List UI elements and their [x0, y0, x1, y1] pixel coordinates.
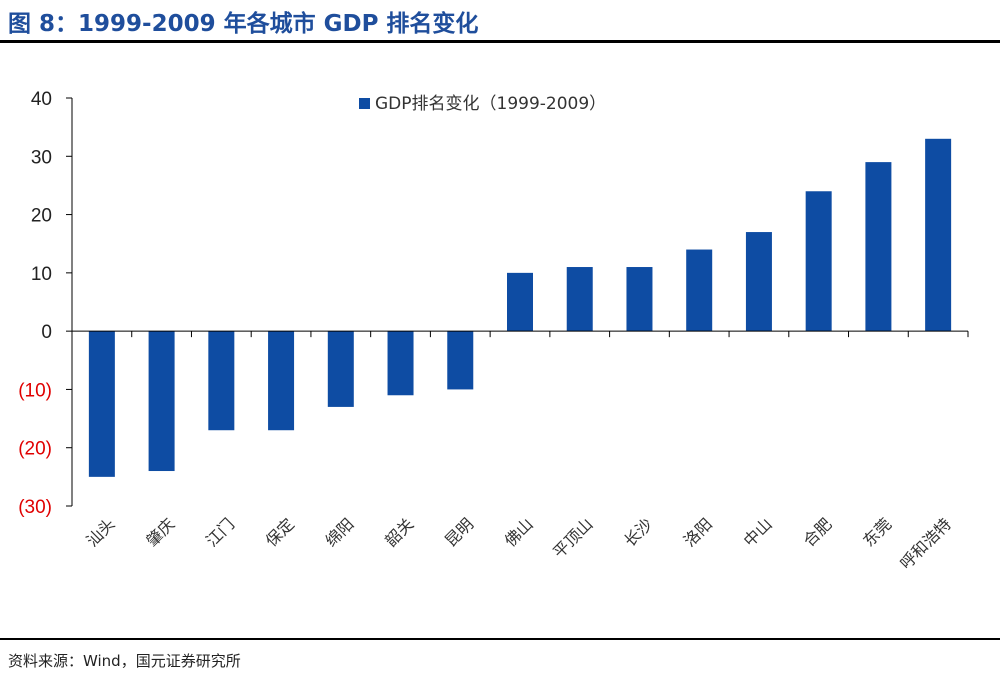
bar — [806, 191, 832, 331]
x-tick-label: 昆明 — [441, 514, 477, 550]
legend-label: GDP排名变化（1999-2009） — [375, 94, 606, 114]
legend-swatch — [359, 98, 370, 109]
bar — [567, 267, 593, 331]
x-axis-labels: 汕头 肇庆 江门 保定 绵阳 韶关 昆明 佛山 平顶山 长沙 洛阳 中山 合肥 东莞 呼和浩特 — [83, 514, 955, 573]
y-tick-label: 30 — [31, 147, 52, 168]
x-tick-label: 肇庆 — [142, 514, 178, 550]
bar — [746, 232, 772, 331]
bar — [447, 331, 473, 389]
bar — [208, 331, 234, 430]
x-tick-label: 东莞 — [859, 514, 895, 550]
y-tick-label: (20) — [18, 439, 52, 460]
y-axis: 40 30 20 10 0 (10) (20) (30) — [18, 89, 72, 518]
bar — [268, 331, 294, 430]
x-tick-label: 长沙 — [620, 514, 656, 550]
x-tick-label: 江门 — [202, 514, 238, 550]
bar — [686, 250, 712, 332]
y-tick-label: 40 — [31, 89, 52, 110]
y-tick-label: (10) — [18, 380, 52, 401]
legend: GDP排名变化（1999-2009） — [359, 94, 606, 114]
chart-title: 图 8：1999-2009 年各城市 GDP 排名变化 — [8, 4, 478, 38]
y-tick-label: (30) — [18, 497, 52, 518]
bottom-rule — [0, 638, 1000, 640]
x-tick-label: 绵阳 — [322, 514, 358, 550]
bar — [388, 331, 414, 395]
x-tick-label: 平顶山 — [549, 514, 596, 561]
x-tick-label: 保定 — [262, 514, 298, 550]
x-tick-label: 汕头 — [83, 514, 119, 550]
x-tick-label: 洛阳 — [680, 514, 716, 550]
y-tick-label: 20 — [31, 206, 52, 227]
bar-chart: GDP排名变化（1999-2009） 40 30 20 10 0 (10) (20) (30)… — [0, 45, 1005, 635]
source-note: 资料来源：Wind，国元证券研究所 — [8, 650, 241, 671]
y-tick-label: 0 — [41, 322, 52, 343]
bar — [149, 331, 175, 471]
x-tick-label: 韶关 — [381, 514, 417, 550]
bar — [925, 139, 951, 331]
bar — [328, 331, 354, 407]
x-tick-label: 呼和浩特 — [896, 514, 955, 573]
bar — [626, 267, 652, 331]
x-tick-label: 合肥 — [799, 514, 835, 550]
x-axis — [72, 331, 968, 337]
x-tick-label: 中山 — [740, 514, 776, 550]
x-tick-label: 佛山 — [501, 514, 537, 550]
y-tick-label: 10 — [31, 264, 52, 285]
bars — [89, 139, 951, 477]
bar — [865, 162, 891, 331]
bar — [507, 273, 533, 331]
top-rule — [0, 40, 1000, 43]
bar — [89, 331, 115, 477]
